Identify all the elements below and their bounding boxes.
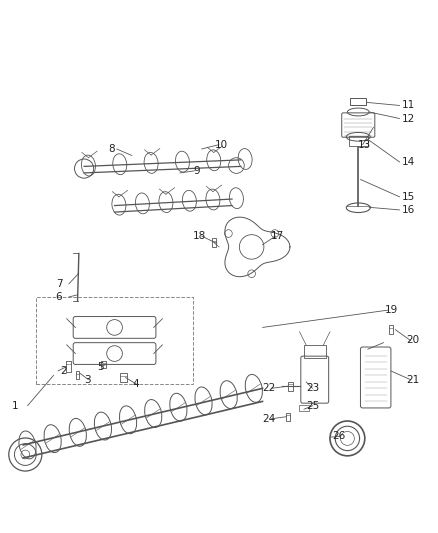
Text: 18: 18 bbox=[193, 231, 206, 241]
Text: 7: 7 bbox=[56, 279, 62, 289]
Text: 13: 13 bbox=[358, 140, 371, 150]
Text: 19: 19 bbox=[385, 305, 398, 315]
Bar bbox=[350, 98, 366, 106]
Text: 24: 24 bbox=[262, 414, 276, 424]
Text: 3: 3 bbox=[84, 375, 91, 385]
Text: 6: 6 bbox=[56, 292, 62, 302]
Bar bbox=[349, 136, 368, 146]
Bar bbox=[76, 372, 79, 379]
Text: 1: 1 bbox=[12, 401, 19, 411]
Bar bbox=[286, 413, 290, 421]
Text: 8: 8 bbox=[108, 144, 115, 154]
Bar bbox=[299, 405, 309, 411]
Text: 2: 2 bbox=[60, 366, 67, 376]
Text: 21: 21 bbox=[406, 375, 420, 385]
Text: 4: 4 bbox=[132, 379, 138, 389]
Text: 25: 25 bbox=[306, 401, 319, 411]
Bar bbox=[304, 345, 325, 358]
Text: 5: 5 bbox=[97, 361, 104, 372]
Bar bbox=[120, 373, 127, 382]
Text: 10: 10 bbox=[215, 140, 228, 150]
Bar bbox=[212, 238, 216, 247]
Text: 12: 12 bbox=[402, 114, 415, 124]
Text: 20: 20 bbox=[406, 335, 419, 345]
Text: 22: 22 bbox=[262, 383, 276, 393]
Text: 23: 23 bbox=[306, 383, 319, 393]
Bar bbox=[288, 382, 293, 391]
Bar bbox=[389, 325, 393, 334]
Text: 26: 26 bbox=[332, 431, 345, 441]
Text: 14: 14 bbox=[402, 157, 415, 167]
Text: 11: 11 bbox=[402, 100, 415, 110]
Bar bbox=[102, 360, 106, 368]
Text: 9: 9 bbox=[193, 166, 200, 176]
Text: 17: 17 bbox=[271, 231, 284, 241]
Text: 15: 15 bbox=[402, 192, 415, 202]
Bar bbox=[66, 361, 71, 372]
Text: 16: 16 bbox=[402, 205, 415, 215]
